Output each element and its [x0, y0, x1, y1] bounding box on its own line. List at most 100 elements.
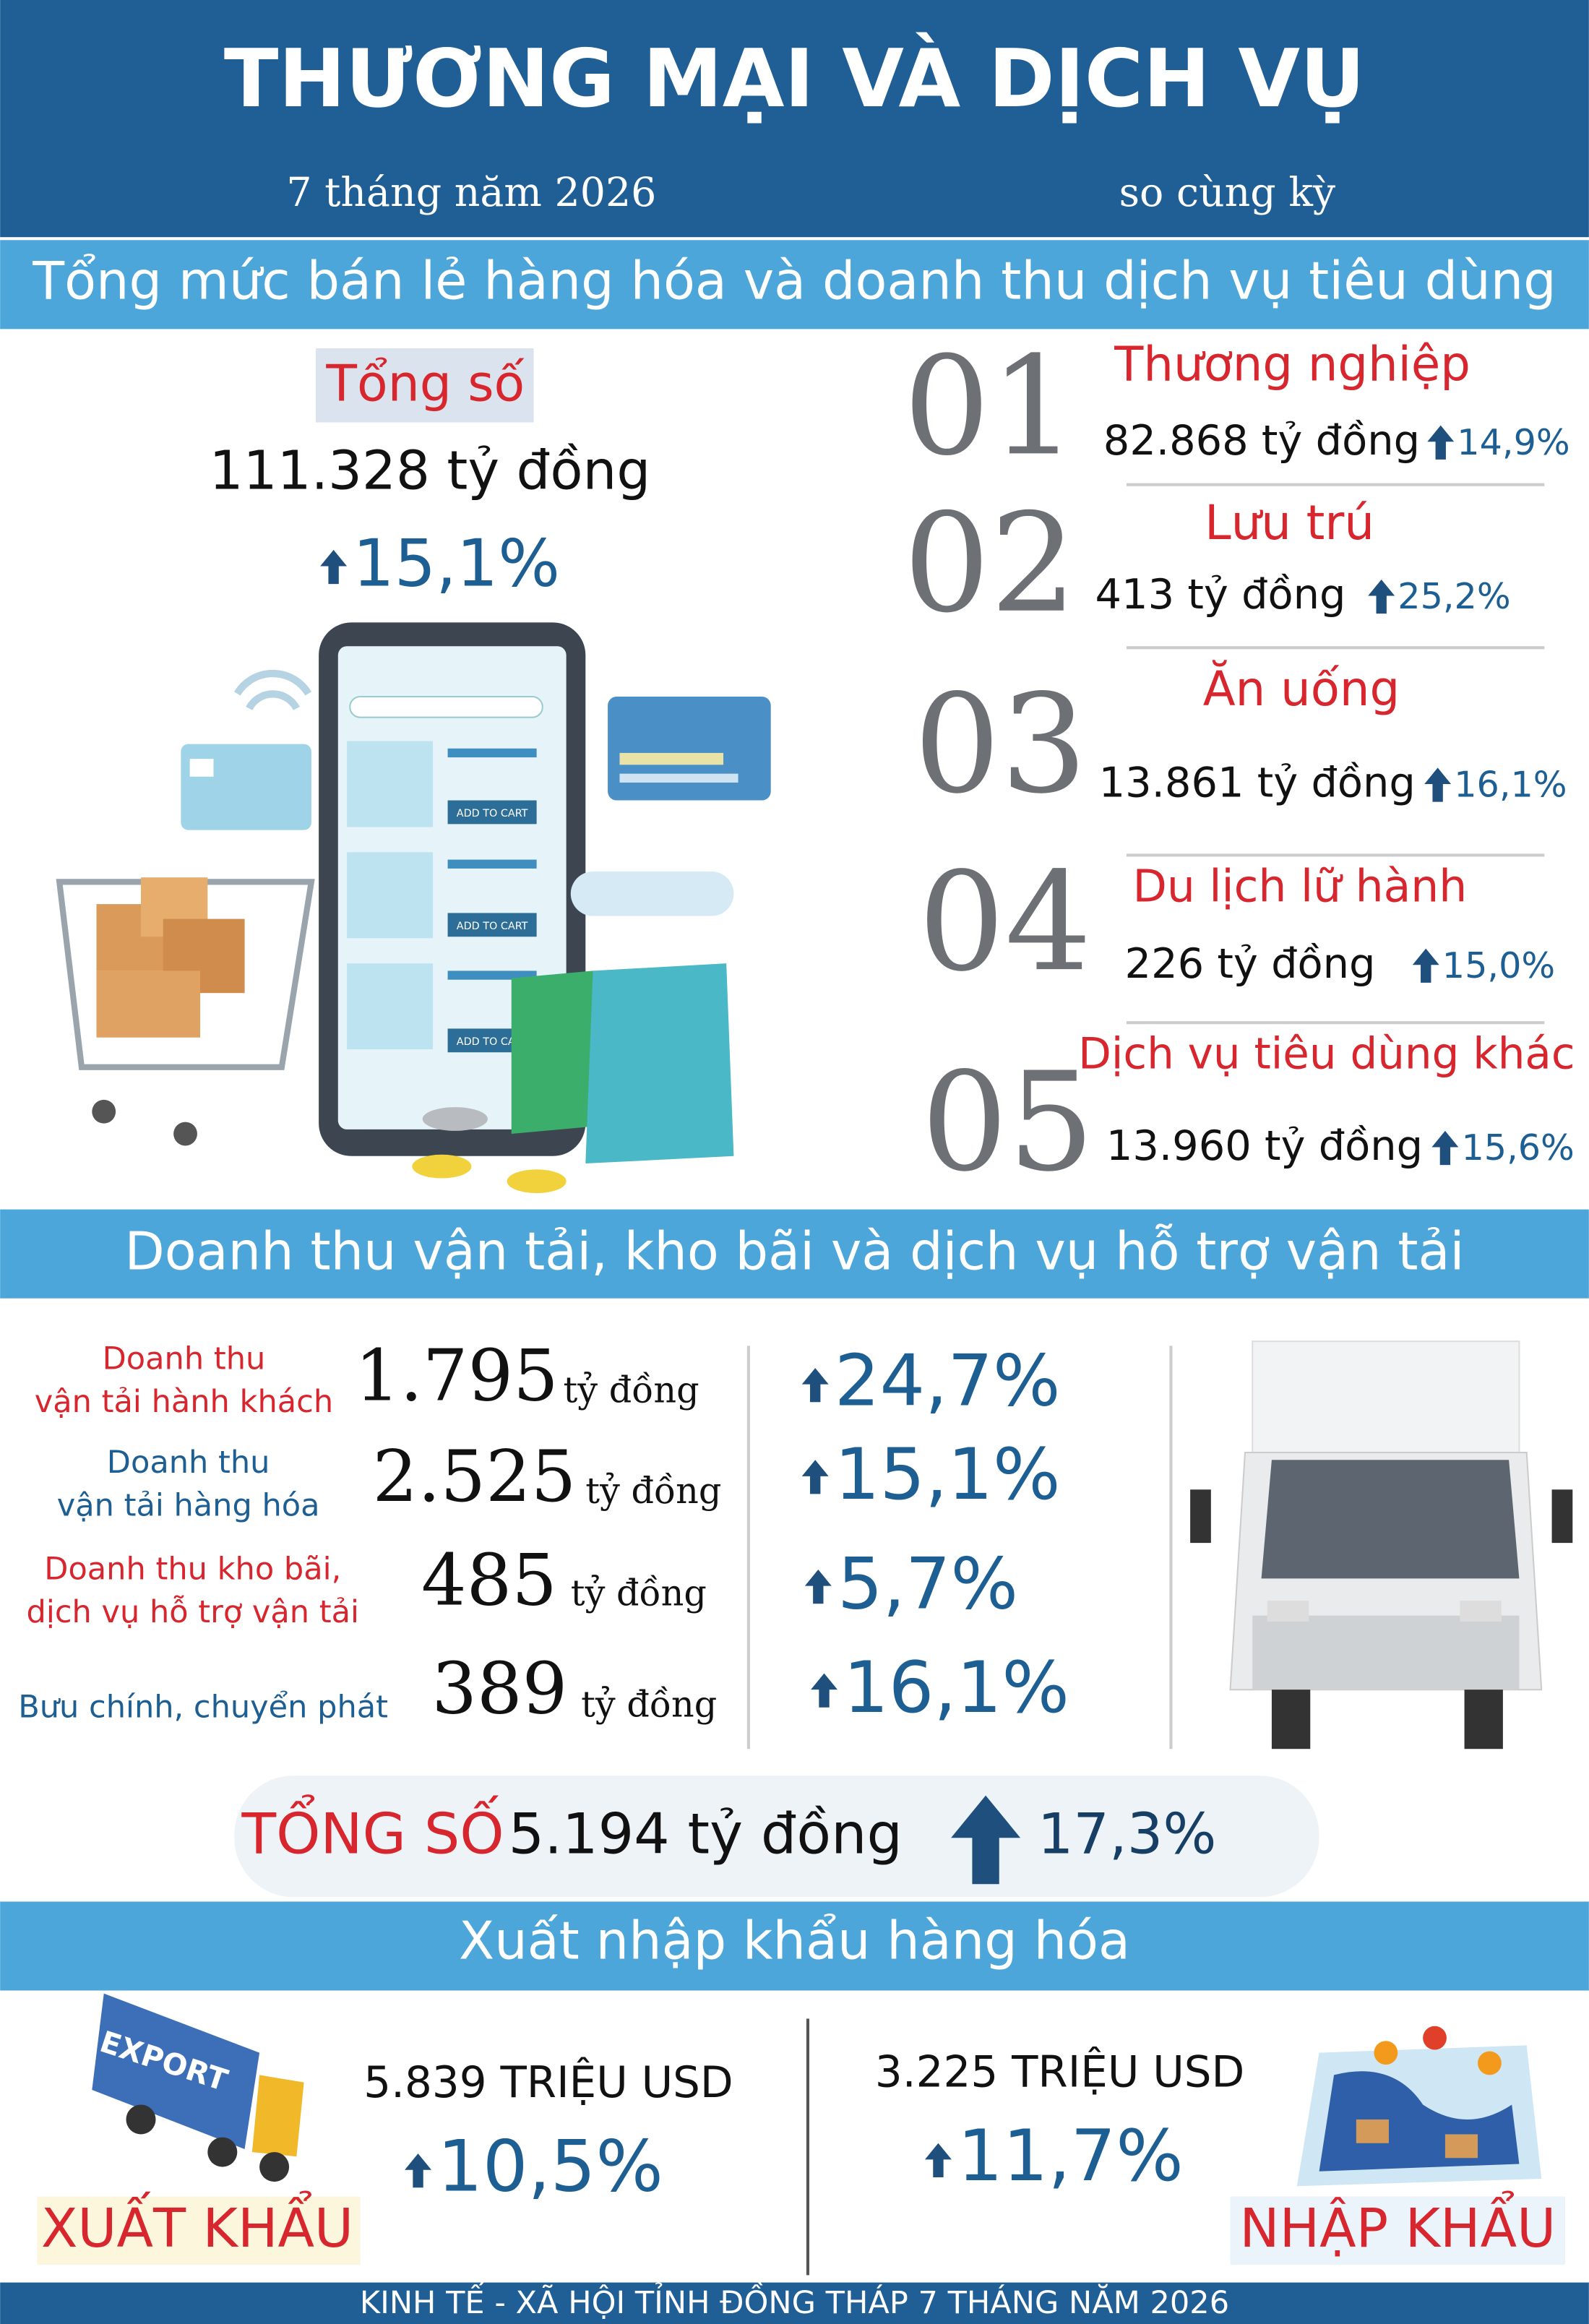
import-growth: 11,7% — [957, 2115, 1184, 2198]
transport-name: Doanh thu kho bãi, — [44, 1552, 341, 1588]
truck-illustration-part — [1551, 1489, 1573, 1544]
item-value: 13.960 tỷ đồng — [1106, 1122, 1423, 1170]
shopping-illustration-part — [56, 879, 315, 1070]
up-arrow — [405, 2153, 431, 2188]
transport-growth: 24,7% — [835, 1340, 1061, 1423]
item-growth: 16,1% — [1454, 764, 1567, 806]
truck-illustration-part — [1190, 1489, 1211, 1544]
item-growth: 14,9% — [1457, 421, 1569, 463]
section-bar — [0, 1901, 1589, 1991]
transport-value: 1.795 — [355, 1335, 559, 1418]
footer: KINH TẾ - XÃ HỘI TỈNH ĐỒNG THÁP 7 THÁNG … — [360, 2281, 1229, 2321]
export-label: XUẤT KHẨU — [41, 2191, 353, 2260]
import-label: NHẬP KHẨU — [1239, 2191, 1556, 2260]
item-name: Dịch vụ tiêu dùng khác — [1078, 1029, 1575, 1079]
shopping-illustration-part — [347, 852, 434, 939]
export-illustration-part — [92, 1993, 260, 2149]
header-bar — [0, 0, 1589, 238]
item-value: 13.861 tỷ đồng — [1099, 759, 1416, 807]
footer-bar — [0, 2282, 1589, 2324]
item-name: Du lịch lữ hành — [1133, 861, 1468, 913]
import-illustration-part — [1444, 2134, 1478, 2159]
export-illustration-part — [126, 2104, 156, 2135]
shopping-illustration-part — [447, 971, 537, 980]
up-arrow — [801, 1368, 829, 1403]
item-growth: 25,2% — [1398, 575, 1510, 617]
item-value: 226 tỷ đồng — [1125, 939, 1376, 988]
section-title: Doanh thu vận tải, kho bãi và dịch vụ hỗ… — [125, 1221, 1465, 1282]
shopping-illustration-part — [447, 748, 537, 758]
transport-name: vận tải hàng hóa — [57, 1487, 320, 1523]
shopping-illustration-part — [189, 759, 214, 777]
transport-name: Doanh thu — [103, 1340, 266, 1377]
shopping-illustration-part — [349, 695, 543, 718]
transport-value: 389 — [431, 1648, 567, 1730]
up-arrow — [924, 2143, 952, 2177]
truck-illustration-part — [1460, 1601, 1502, 1622]
item-name: Thương nghiệp — [1114, 337, 1470, 392]
up-arrow — [1427, 425, 1455, 460]
truck-illustration-part — [1252, 1615, 1520, 1690]
item-growth: 15,6% — [1461, 1127, 1574, 1169]
item-number: 01 — [903, 327, 1077, 486]
import-illustration — [1296, 2026, 1542, 2187]
label-box — [37, 2196, 361, 2265]
transport-unit: tỷ đồng — [585, 1470, 721, 1512]
add-to-cart: ADD TO CART — [457, 921, 528, 932]
total-value: 111.328 tỷ đồng — [210, 439, 651, 502]
transport-unit: tỷ đồng — [571, 1572, 707, 1614]
comparison: so cùng kỳ — [1119, 170, 1336, 216]
truck-illustration-part — [1464, 1690, 1503, 1750]
up-arrow — [320, 549, 348, 585]
total-label-box — [316, 348, 534, 423]
export-growth: 10,5% — [437, 2126, 663, 2208]
truck-illustration-part — [1267, 1601, 1309, 1622]
shopping-illustration-part — [619, 773, 738, 783]
shopping-illustration-part — [585, 963, 734, 1164]
total-label: Tổng số — [325, 354, 525, 413]
shopping-illustration-part — [608, 696, 771, 801]
up-arrow — [1412, 948, 1439, 983]
item-number: 02 — [903, 484, 1077, 643]
shopping-illustration-part — [422, 1107, 488, 1131]
add-to-cart: ADD TO CART — [457, 1036, 528, 1048]
export-illustration-part — [207, 2137, 238, 2167]
transport-name: vận tải hành khách — [35, 1384, 333, 1420]
import-illustration-part — [1356, 2119, 1389, 2143]
up-arrow — [1431, 1130, 1459, 1166]
shopping-illustration-part — [619, 752, 724, 765]
shopping-illustration-part — [347, 963, 434, 1050]
item-number: 05 — [921, 1043, 1095, 1202]
shopping-illustration-part — [507, 1169, 567, 1194]
add-to-cart: ADD TO CART — [457, 808, 528, 819]
period: 7 tháng năm 2026 — [286, 170, 656, 216]
shopping-illustration-part — [570, 872, 734, 916]
import-illustration-part — [1478, 2051, 1502, 2075]
up-arrow — [801, 1460, 829, 1494]
section-title: Xuất nhập khẩu hàng hóa — [459, 1910, 1130, 1971]
export-illustration-part — [251, 2075, 304, 2157]
item-name: Ăn uống — [1203, 660, 1400, 717]
section-bar — [0, 240, 1589, 330]
item-number: 04 — [918, 843, 1092, 1002]
shopping-illustration-part — [181, 744, 311, 830]
import-illustration-part — [1423, 2026, 1447, 2050]
section-title: Tổng mức bán lẻ hàng hóa và doanh thu dị… — [32, 250, 1556, 311]
total-growth: 15,1% — [353, 525, 560, 601]
title: THƯƠNG MẠI VÀ DỊCH VỤ — [224, 32, 1365, 126]
export-illustration: EXPORT — [92, 1993, 304, 2182]
item-growth: 15,0% — [1442, 944, 1555, 986]
transport-growth: 5,7% — [837, 1544, 1018, 1626]
item-value: 82.868 tỷ đồng — [1103, 416, 1420, 465]
transport-growth: 16,1% — [843, 1647, 1069, 1729]
shopping-illustration-part — [96, 971, 201, 1038]
transport-total-value: 5.194 tỷ đồng — [509, 1802, 903, 1867]
transport-unit: tỷ đồng — [581, 1683, 717, 1725]
transport-total-label: TỔNG SỐ — [241, 1794, 504, 1867]
shopping-illustration-part — [347, 741, 434, 827]
shopping-illustration-part — [447, 800, 537, 825]
item-value: 413 tỷ đồng — [1095, 570, 1346, 619]
truck-illustration-part — [1271, 1690, 1311, 1750]
transport-name: dịch vụ hỗ trợ vận tải — [27, 1594, 359, 1630]
